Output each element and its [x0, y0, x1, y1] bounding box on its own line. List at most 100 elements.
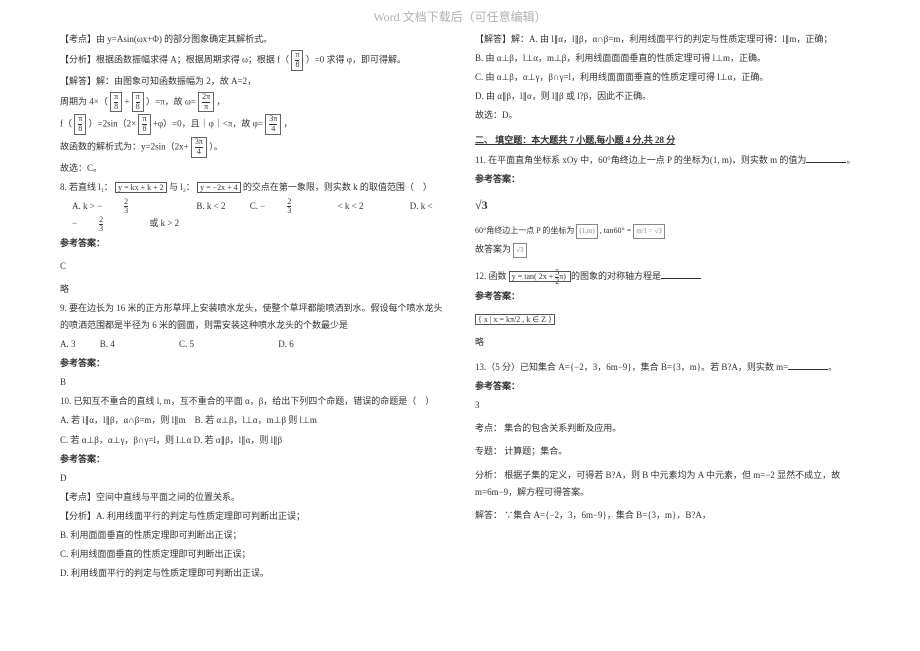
text: ）=2sin（2×	[89, 119, 137, 129]
f-line: f（ π8 ）=2sin（2× π8 +φ）=0，且｜φ｜<π，故 φ= 3π4…	[60, 114, 445, 135]
r2: B. 由 α⊥β，l⊥α，m⊥β，利用线面面面垂直的性质定理可得 l⊥m，正确。	[475, 50, 860, 67]
text: 故函数的解析式为：y=2sin（2x+	[60, 141, 189, 151]
select-c: 故选：C。	[60, 160, 445, 177]
eq-box: y = −2x + 4	[197, 182, 241, 193]
blank	[788, 359, 828, 370]
eq-box: y = kx + k + 2	[115, 182, 167, 193]
answer-9: B	[60, 374, 445, 391]
blank	[661, 268, 701, 279]
set-box: { x | x = kπ/2 , k ∈ Z }	[475, 314, 555, 325]
text: 的图象的对称轴方程是	[571, 271, 661, 281]
opt-b: B. k < 2	[196, 201, 225, 211]
text: 11. 在平面直角坐标系 xOy 中，60°角终边上一点 P 的坐标为(1, m…	[475, 155, 806, 165]
r1: 【解答】解：A. 由 l∥α，l∥β，α∩β=m，利用线面平行的判定与性质定理可…	[475, 31, 860, 48]
text: 与 l₂：	[169, 182, 195, 192]
p10b: 【分析】A. 利用线面平行的判定与性质定理即可判断出正误；	[60, 508, 445, 525]
fraction: π8	[138, 114, 150, 135]
analysis-point: 【考点】由 y=Asin(ωx+Φ) 的部分图象确定其解析式。	[60, 31, 445, 48]
p10c: B. 利用面面垂直的性质定理即可判断出正误；	[60, 527, 445, 544]
fraction: π8	[132, 92, 144, 113]
answer-heading: 参考答案：	[60, 235, 445, 252]
eq-box: y = tan( 2x + 52π)	[509, 271, 571, 282]
opt-a: A. k > −23	[72, 201, 172, 211]
text: 周期为 4×（	[60, 96, 108, 106]
text: ）=0 求得 φ，即可得解。	[306, 54, 406, 64]
q9-options: A. 3 B. 4 C. 5 D. 6	[60, 336, 445, 353]
text: A. 若 l∥α，l∥β，α∩β=m，则 l∥m	[60, 415, 186, 425]
text: D. 若 α∥β，l∥α，则 l∥β	[194, 435, 283, 445]
question-13: 13.（5 分）已知集合 A={−2，3，6m−9}，集合 B={3，m}。若 …	[475, 359, 860, 376]
opt-c: C. −23 < k < 2	[250, 201, 386, 211]
opt-d: D. 6	[278, 339, 294, 349]
r3: C. 由 α⊥β，α⊥γ，β∩γ=l，利用线面面面垂直的性质定理可得 l⊥α，正…	[475, 69, 860, 86]
content-columns: 【考点】由 y=Asin(ωx+Φ) 的部分图象确定其解析式。 【分析】根据函数…	[0, 29, 920, 584]
question-10: 10. 已知互不重合的直线 l, m，互不重合的平面 α，β，给出下列四个命题，…	[60, 393, 445, 410]
r13b: 专题： 计算题；集合。	[475, 443, 860, 460]
q10-c: C. 若 α⊥β，α⊥γ，β∩γ=l，则 l⊥α D. 若 α∥β，l∥α，则 …	[60, 432, 445, 449]
blank	[806, 152, 846, 163]
question-11: 11. 在平面直角坐标系 xOy 中，60°角终边上一点 P 的坐标为(1, m…	[475, 152, 860, 169]
answer-8: C	[60, 258, 445, 275]
r13c: 分析： 根据子集的定义，可得若 B?A，则 B 中元素均为 A 中元素，但 m=…	[475, 467, 860, 501]
solve-line: 【解答】解：由图象可知函数振幅为 2，故 A=2，	[60, 73, 445, 90]
text: f（	[60, 119, 72, 129]
fraction: π8	[74, 114, 86, 135]
result-line: 故函数的解析式为：y=2sin（2x+ 3π4 ）。	[60, 137, 445, 158]
text: 【分析】根据函数振幅求得 A；根据周期求得 ω；根据 f（	[60, 54, 289, 64]
p10e: D. 利用线面平行的判定与性质定理即可判断出正误。	[60, 565, 445, 582]
right-column: 【解答】解：A. 由 l∥α，l∥β，α∩β=m，利用线面平行的判定与性质定理可…	[475, 29, 860, 584]
text: 12. 函数	[475, 271, 507, 281]
text: ，	[283, 119, 292, 129]
period-line: 周期为 4×（ π8 + π8 ）=π，故 ω= 2ππ ，	[60, 92, 445, 113]
fraction: 3π4	[191, 137, 207, 158]
text: +φ）=0，且｜φ｜<π，故 φ=	[153, 119, 263, 129]
left-column: 【考点】由 y=Asin(ωx+Φ) 的部分图象确定其解析式。 【分析】根据函数…	[60, 29, 445, 584]
answer-heading: 参考答案：	[60, 355, 445, 372]
question-8: 8. 若直线 l₁： y = kx + k + 2 与 l₂： y = −2x …	[60, 179, 445, 196]
r5: 故选：D。	[475, 107, 860, 124]
q8-options: A. k > −23 B. k < 2 C. −23 < k < 2 D. k …	[60, 198, 445, 233]
fraction-pi-8: π8	[291, 50, 303, 71]
answer-heading: 参考答案：	[475, 171, 860, 188]
inline-formula-icon: √3	[513, 243, 526, 258]
answer-8-brief: 略	[60, 281, 445, 298]
fraction: 3π4	[265, 114, 281, 135]
p10a: 【考点】空间中直线与平面之间的位置关系。	[60, 489, 445, 506]
section-2-heading: 二、 填空题：本大题共 7 小题,每小题 4 分,共 28 分	[475, 132, 860, 149]
text: ）=π，故 ω=	[146, 96, 196, 106]
text: ，	[216, 96, 225, 106]
r13d: 解答： ∵集合 A={−2，3，6m−9}，集合 B={3，m}，B?A，	[475, 507, 860, 524]
text: B. 若 α⊥β，l⊥α，m⊥β 则 l⊥m	[195, 415, 317, 425]
q10-a: A. 若 l∥α，l∥β，α∩β=m，则 l∥m B. 若 α⊥β，l⊥α，m⊥…	[60, 412, 445, 429]
r12s: 略	[475, 334, 860, 351]
answer-heading: 参考答案：	[475, 288, 860, 305]
fraction: 2ππ	[198, 92, 214, 113]
text: ）。	[209, 141, 223, 151]
page-header: Word 文档下载后（可任意编辑）	[0, 0, 920, 29]
text: 13.（5 分）已知集合 A={−2，3，6m−9}，集合 B={3，m}。若 …	[475, 362, 788, 372]
question-9: 9. 要在边长为 16 米的正方形草坪上安装喷水龙头，使整个草坪都能喷洒到水。假…	[60, 300, 445, 334]
p10d: C. 利用线面面垂直的性质定理即可判断出正误；	[60, 546, 445, 563]
answer-12: { x | x = kπ/2 , k ∈ Z }	[475, 311, 860, 328]
answer-heading: 参考答案：	[475, 378, 860, 395]
text: 的交点在第一象限，则实数 k 的取值范围（ ）	[243, 182, 432, 192]
question-12: 12. 函数 y = tan( 2x + 52π) 的图象的对称轴方程是	[475, 268, 860, 286]
opt-a: A. 3	[60, 339, 76, 349]
analysis-line: 【分析】根据函数振幅求得 A；根据周期求得 ω；根据 f（ π8 ）=0 求得 …	[60, 50, 445, 71]
opt-c: C. 5	[179, 339, 194, 349]
fraction: π8	[110, 92, 122, 113]
answer-heading: 参考答案：	[60, 451, 445, 468]
r11b: 故答案为 √3	[475, 241, 860, 258]
r4: D. 由 α∥β，l∥α，则 l∥β 或 l?β，因此不正确。	[475, 88, 860, 105]
text: 8. 若直线 l₁：	[60, 182, 113, 192]
opt-b: B. 4	[100, 339, 115, 349]
answer-10: D	[60, 470, 445, 487]
inline-formula-icon: (1,m)	[576, 224, 597, 239]
r11-detail: 60°角终边上一点 P 的坐标为 (1,m) , tan60° = m/1 = …	[475, 223, 860, 239]
inline-formula-icon: m/1 = √3	[633, 224, 665, 239]
r13a: 考点： 集合的包含关系判断及应用。	[475, 420, 860, 437]
text: 60°角终边上一点 P 的坐标为	[475, 226, 574, 235]
text: C. 若 α⊥β，α⊥γ，β∩γ=l，则 l⊥α	[60, 435, 191, 445]
answer-13: 3	[475, 397, 860, 414]
answer-11: √3	[475, 194, 860, 217]
